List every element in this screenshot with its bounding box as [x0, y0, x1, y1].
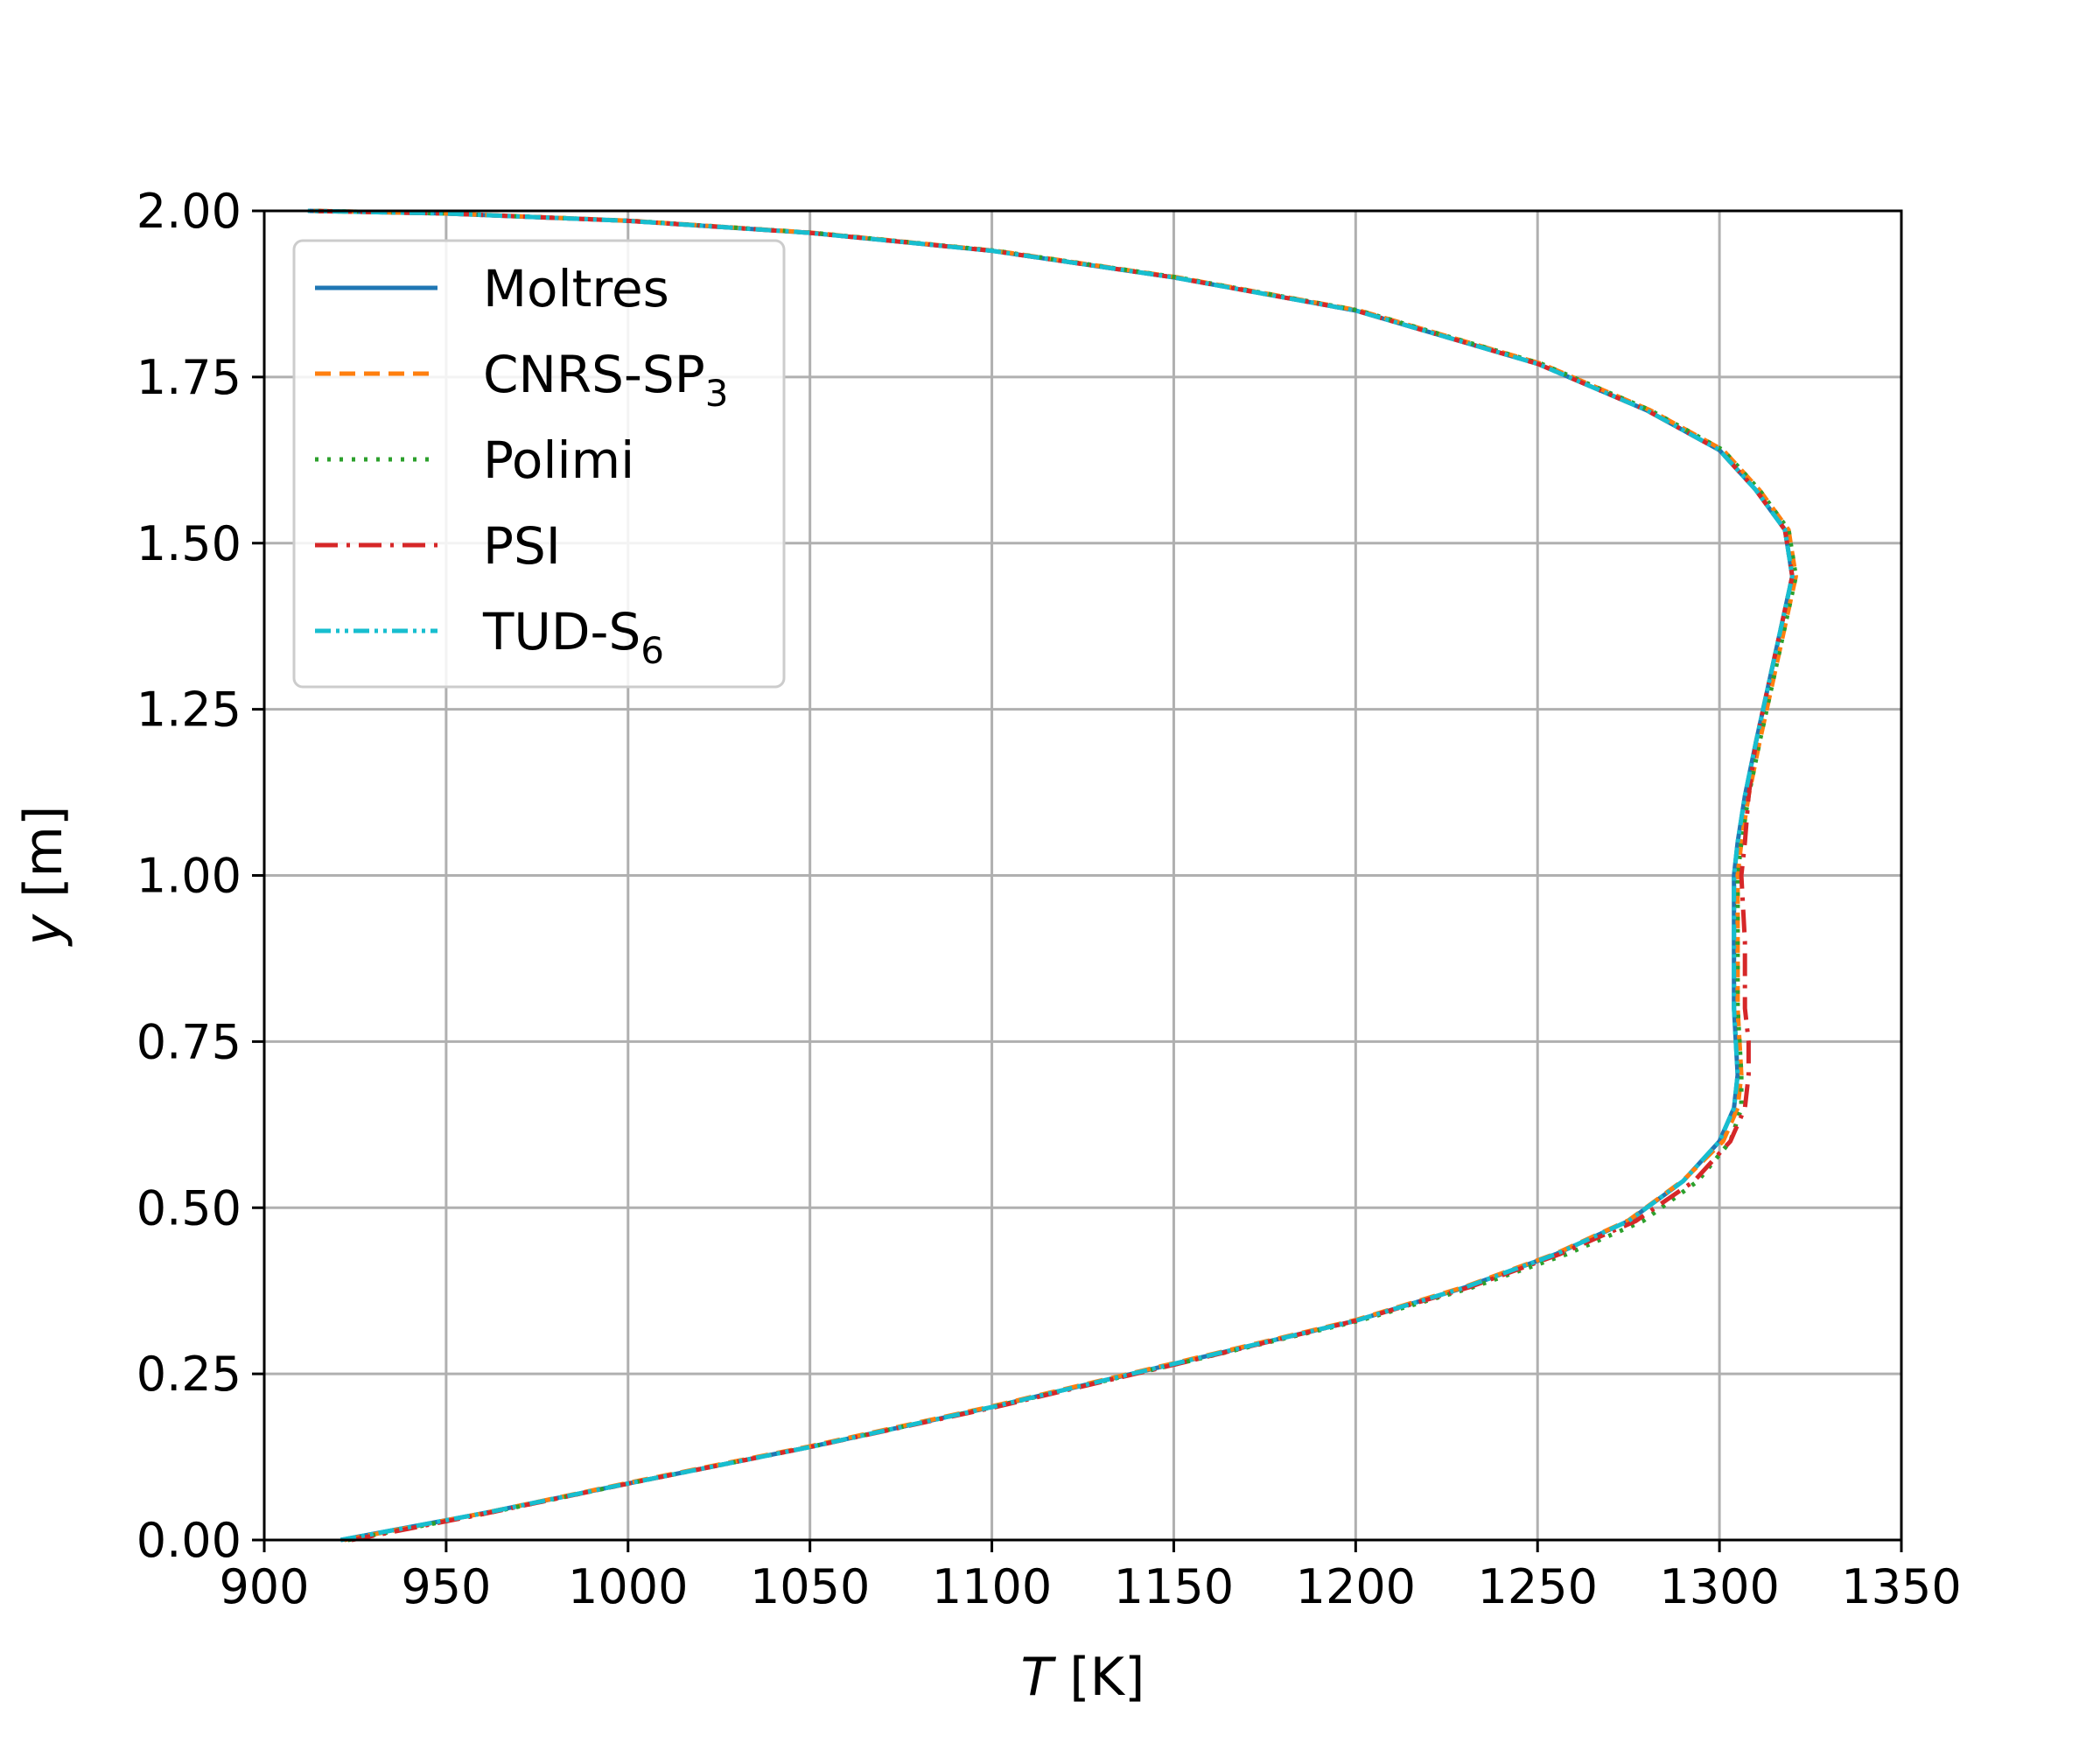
- x-tick-label: 900: [219, 1559, 309, 1614]
- y-tick-label: 0.50: [136, 1180, 242, 1236]
- x-axis-unit: [K]: [1053, 1647, 1144, 1708]
- y-axis-unit: [m]: [13, 806, 74, 914]
- legend-entry: TUD-S6: [315, 602, 664, 672]
- legend: Moltres CNRS-SP3 Polimi PSI TUD-S6: [292, 239, 786, 689]
- legend-entry: CNRS-SP3: [315, 345, 728, 415]
- y-tick-label: 1.00: [136, 849, 242, 904]
- legend-label: Polimi: [483, 430, 634, 490]
- series-line-tud-s6: [307, 208, 1795, 1543]
- x-tick-label: 950: [401, 1559, 491, 1614]
- x-tick-label: 1350: [1841, 1559, 1961, 1614]
- x-tick-label: 1200: [1296, 1559, 1416, 1614]
- legend-label: TUD-S6: [482, 602, 664, 672]
- y-tick-label: 1.75: [136, 350, 242, 405]
- y-tick-label: 0.00: [136, 1513, 242, 1568]
- legend-label: PSI: [483, 516, 561, 576]
- y-axis-title: y [m]: [13, 806, 74, 948]
- legend-label-subscript: 6: [640, 629, 664, 672]
- legend-label-name: PSI: [483, 516, 561, 576]
- y-tick-label: 1.50: [136, 516, 242, 571]
- y-axis: 0.00 0.25 0.50 0.75 1.00 1.25 1.50 1.75 2.00: [136, 184, 264, 1568]
- y-tick-label: 2.00: [136, 184, 242, 239]
- series-lines: [307, 208, 1798, 1543]
- legend-label-subscript: 3: [705, 372, 729, 415]
- x-tick-label: 1000: [568, 1559, 688, 1614]
- x-axis-variable: T: [1021, 1647, 1057, 1708]
- legend-label-name: Moltres: [483, 259, 669, 318]
- legend-label: CNRS-SP3: [483, 345, 728, 415]
- y-tick-label: 0.25: [136, 1347, 242, 1402]
- y-axis-variable: y: [13, 913, 74, 947]
- x-tick-label: 1150: [1114, 1559, 1234, 1614]
- x-axis-title: T [K]: [1021, 1647, 1145, 1708]
- x-tick-label: 1100: [932, 1559, 1052, 1614]
- legend-entry: Polimi: [315, 430, 634, 490]
- x-tick-label: 1250: [1478, 1559, 1598, 1614]
- y-tick-label: 0.75: [136, 1014, 242, 1069]
- legend-label-name: TUD-S: [482, 602, 640, 662]
- legend-label: Moltres: [483, 259, 669, 318]
- legend-label-name: CNRS-SP: [483, 345, 705, 404]
- x-tick-label: 1300: [1659, 1559, 1779, 1614]
- legend-box: [292, 239, 786, 689]
- y-tick-label: 1.25: [136, 682, 242, 738]
- legend-label-name: Polimi: [483, 430, 634, 490]
- x-axis: 900 950 1000 1050 1100 1150 1200 1250 1300 1350: [219, 1540, 1962, 1614]
- legend-entry: Moltres: [315, 259, 669, 318]
- x-tick-label: 1050: [750, 1559, 870, 1614]
- legend-entry: PSI: [315, 516, 561, 576]
